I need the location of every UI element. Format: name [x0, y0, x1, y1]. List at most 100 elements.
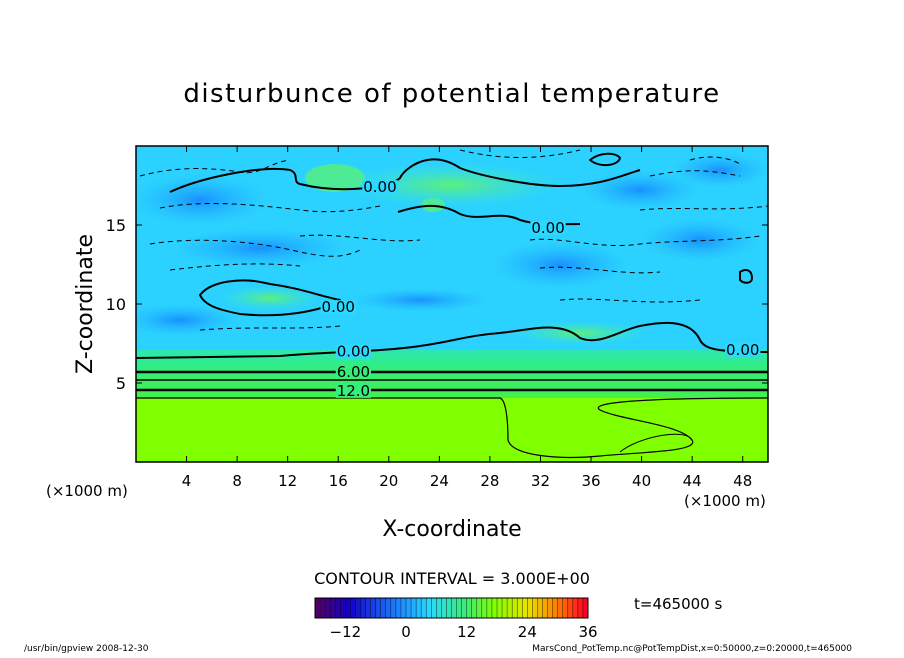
x-unit-left: (×1000 m) [46, 482, 128, 500]
x-tick-label: 12 [278, 472, 297, 490]
colorbar-cell [355, 598, 361, 618]
contour-blob-topright [589, 152, 621, 166]
contour-label-bg [320, 300, 356, 315]
contour-label-bg [335, 364, 372, 379]
colorbar-tick-label: 36 [578, 623, 597, 641]
contour-label-bg [335, 383, 372, 398]
colorbar-cell [320, 598, 326, 618]
contour-label: 0.00 [322, 298, 355, 316]
colorbar-cell [370, 598, 377, 618]
colorbar-cell [572, 598, 579, 618]
colorbar-cell [562, 598, 569, 618]
colorbar-cell [330, 598, 336, 618]
colorbar-cell [426, 598, 432, 618]
colorbar-cell [340, 598, 346, 618]
x-tick-label: 20 [379, 472, 398, 490]
contour-label: 0.00 [726, 341, 759, 359]
colorbar-cell [527, 598, 533, 618]
x-tick-label: 48 [733, 472, 752, 490]
colorbar-cell [345, 598, 351, 618]
y-tick-label: 15 [106, 216, 126, 235]
colorbar-cell [400, 598, 407, 618]
colorbar-cell [446, 598, 452, 618]
colorbar-cell [502, 598, 508, 618]
colorbar-cell [537, 598, 543, 618]
y-axis: 5 10 15 [106, 216, 768, 393]
colorbar-frame [314, 597, 589, 619]
colorbar-tick-label: 24 [518, 623, 537, 641]
colorbar-cell [325, 598, 331, 618]
x-tick-label: 24 [430, 472, 449, 490]
colorbar-cell [380, 598, 387, 618]
field-surface [136, 398, 768, 462]
colorbar [314, 597, 589, 619]
x-tick-label: 36 [581, 472, 600, 490]
colorbar-cell [497, 598, 503, 618]
contour-interval: CONTOUR INTERVAL = 3.000E+00 [314, 569, 590, 588]
colorbar-cell [552, 598, 559, 618]
colorbar-cell [451, 598, 457, 618]
colorbar-cell [481, 598, 488, 618]
colorbar-cell [350, 598, 356, 618]
colorbar-cell [476, 598, 483, 618]
x-axis: 4 8 12 16 20 24 28 32 36 40 44 48 [182, 146, 752, 490]
colorbar-cell [532, 598, 538, 618]
colorbar-cell [411, 598, 417, 618]
contour-label-bg [725, 342, 761, 357]
x-unit-right: (×1000 m) [684, 492, 766, 510]
colorbar-cell [406, 598, 412, 618]
x-tick-label: 4 [182, 472, 192, 490]
contour-label-bg [530, 221, 566, 236]
colorbar-cell [431, 598, 437, 618]
colorbar-cell [582, 598, 589, 618]
colorbar-cell [315, 598, 321, 618]
contour-left-zero [199, 279, 341, 317]
colorbar-cell [567, 598, 574, 618]
colorbar-cell [486, 598, 493, 618]
footer-right: MarsCond_PotTemp.nc@PotTempDist,x=0:5000… [532, 644, 852, 654]
x-tick-label: 8 [232, 472, 242, 490]
colorbar-cell [365, 598, 372, 618]
colorbar-cell [542, 598, 548, 618]
colorbar-cell [335, 598, 341, 618]
contour-small-right [619, 433, 693, 453]
footer-left: /usr/bin/gpview 2008-12-30 [24, 644, 149, 654]
contour-15 [136, 397, 768, 459]
y-axis-label: Z-coordinate [73, 234, 98, 374]
plot-area [136, 146, 768, 462]
colorbar-ticks: −12 0 12 24 36 [330, 623, 598, 641]
colorbar-cell [577, 598, 584, 618]
colorbar-cell [390, 598, 397, 618]
colorbar-cell [557, 598, 564, 618]
colorbar-cell [547, 598, 554, 618]
chart-title: disturbunce of potential temperature [183, 79, 720, 109]
x-tick-label: 40 [632, 472, 651, 490]
colorbar-cell [375, 598, 382, 618]
x-tick-label: 44 [683, 472, 702, 490]
contour-label: 12.0 [337, 382, 370, 400]
colorbar-cell [466, 598, 473, 618]
colorbar-cell [436, 598, 442, 618]
colorbar-cell [421, 598, 427, 618]
contour-label-bg [362, 180, 398, 195]
contour-upper-zero [169, 158, 641, 193]
y-tick-label: 5 [116, 374, 126, 393]
contour-label: 0.00 [531, 219, 564, 237]
colorbar-cell [522, 598, 528, 618]
contour-zero-lower [136, 321, 768, 359]
colorbar-cell [441, 598, 447, 618]
colorbar-cell [512, 598, 518, 618]
colorbar-cell [517, 598, 523, 618]
y-tick-label: 10 [106, 295, 126, 314]
field-band [136, 350, 768, 400]
colorbar-cell [360, 598, 366, 618]
colorbar-tick-label: 0 [401, 623, 411, 641]
contour-label: 0.00 [363, 178, 396, 196]
colorbar-tick-label: 12 [457, 623, 476, 641]
colorbar-cell [416, 598, 422, 618]
colorbar-tick-label: −12 [330, 623, 362, 641]
x-tick-label: 28 [480, 472, 499, 490]
colorbar-cell [456, 598, 463, 618]
colorbar-cell [395, 598, 402, 618]
